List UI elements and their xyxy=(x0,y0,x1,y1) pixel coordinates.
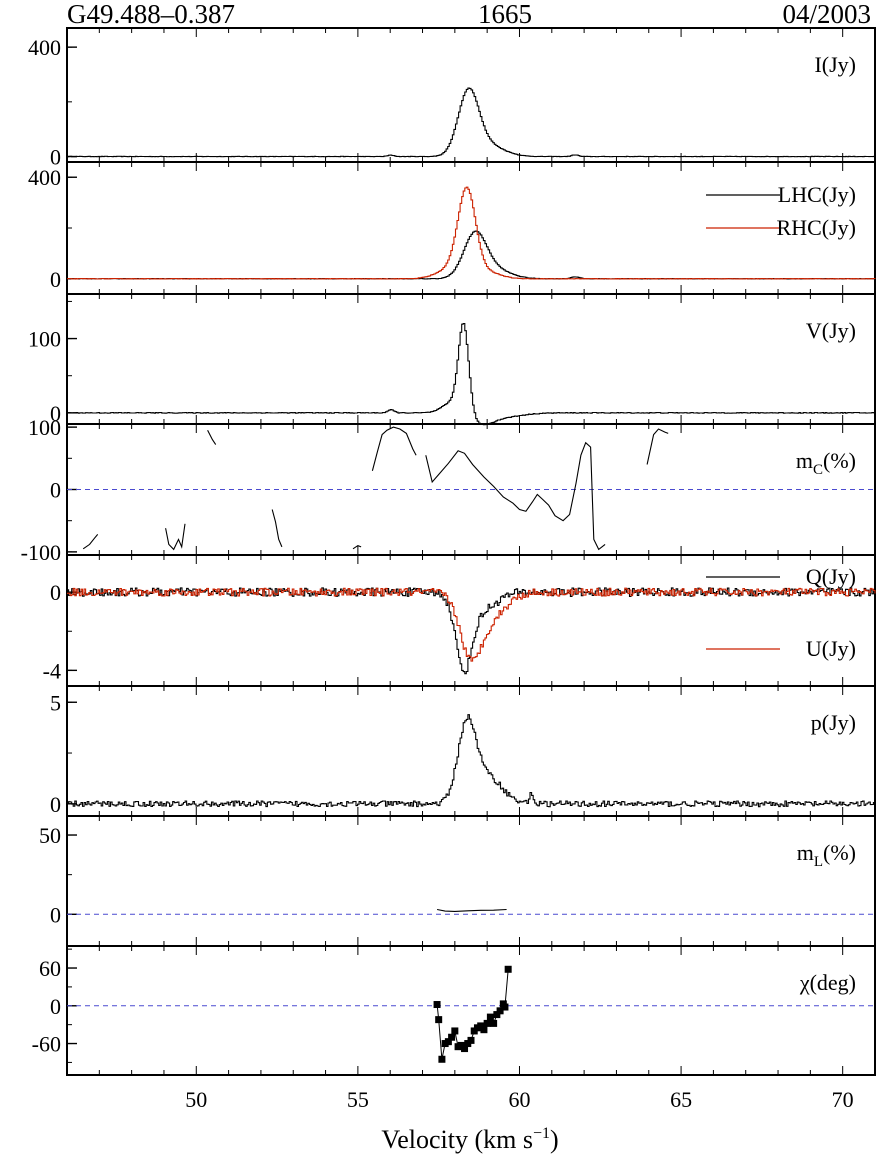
panel-frame-chi xyxy=(66,945,876,1076)
x-axis-label-exp: −1 xyxy=(533,1125,550,1142)
data-point-chi xyxy=(493,1011,501,1019)
panel-V: 0 100 V(Jy) xyxy=(28,293,876,426)
legend-label-QU-0: Q(Jy) xyxy=(806,564,856,589)
series-line-QU-0 xyxy=(67,587,876,675)
header-source: G49.488–0.387 xyxy=(67,0,235,29)
y-tick-label-QU: -4 xyxy=(43,658,61,683)
data-point-chi xyxy=(433,1001,441,1009)
segment-line-mc-1 xyxy=(207,429,217,445)
segment-line-mc-3 xyxy=(271,509,283,548)
panel-frame-p xyxy=(66,685,876,817)
panel-label-main: m xyxy=(797,840,814,865)
panel-frame-mL xyxy=(66,815,876,947)
y-tick-label-I: 400 xyxy=(28,35,61,60)
panel-chi: -60 0 60 χ(deg) xyxy=(32,945,876,1076)
x-tick-label: 70 xyxy=(832,1087,854,1112)
panel-label-tail: (%) xyxy=(823,448,856,473)
data-point-chi xyxy=(483,1019,491,1027)
y-tick-label-p: 0 xyxy=(50,792,61,817)
y-tick-label-V: 100 xyxy=(28,327,61,352)
series-line-V-0 xyxy=(67,322,876,426)
series-line-QU-1 xyxy=(67,587,876,662)
y-tick-label-mL: 50 xyxy=(39,823,61,848)
y-tick-label-LR: 0 xyxy=(50,267,61,292)
panel-label-V: V(Jy) xyxy=(806,318,856,343)
y-tick-label-mc: 0 xyxy=(50,478,61,503)
segment-line-mc-7 xyxy=(646,428,669,465)
panel-label-main: p(Jy) xyxy=(811,710,856,735)
x-tick-label: 65 xyxy=(670,1087,692,1112)
data-point-chi xyxy=(451,1027,459,1035)
x-axis-label-main: Velocity (km s xyxy=(381,1125,533,1154)
segment-line-mc-2 xyxy=(165,523,186,551)
data-point-chi xyxy=(448,1033,456,1041)
data-point-chi xyxy=(467,1036,475,1044)
series-line-LR-1 xyxy=(67,186,876,280)
header-frequency: 1665 xyxy=(478,0,532,29)
series-line-LR-0 xyxy=(67,230,876,280)
legend-label-LR-0: LHC(Jy) xyxy=(778,182,856,207)
panel-label-chi: χ(deg) xyxy=(799,970,856,995)
legend-label-LR-1: RHC(Jy) xyxy=(777,215,856,240)
data-point-chi xyxy=(501,1003,509,1011)
panel-mc: -100 0 100 mC(%) xyxy=(21,415,876,565)
segment-line-mc-0 xyxy=(82,534,99,550)
y-tick-label-mc: -100 xyxy=(21,540,61,565)
panel-I: 0 400 I(Jy) xyxy=(28,27,876,170)
y-tick-label-chi: -60 xyxy=(32,1032,61,1057)
legend-label-QU-1: U(Jy) xyxy=(806,636,856,661)
y-tick-label-chi: 0 xyxy=(50,994,61,1019)
x-axis-label-close: ) xyxy=(550,1125,559,1154)
panel-label-p: p(Jy) xyxy=(811,710,856,735)
data-point-chi xyxy=(477,1022,485,1030)
header-epoch: 04/2003 xyxy=(782,0,871,29)
x-tick-label: 50 xyxy=(185,1087,207,1112)
y-tick-label-QU: 0 xyxy=(50,580,61,605)
y-tick-label-V: 0 xyxy=(50,401,61,426)
panel-label-sub: C xyxy=(813,462,823,478)
data-point-chi xyxy=(490,1019,498,1027)
panel-label-main: m xyxy=(796,448,813,473)
y-tick-label-p: 5 xyxy=(50,690,61,715)
data-point-chi xyxy=(435,1016,443,1024)
panel-QU: -4 0 Q(Jy) U(Jy) xyxy=(43,554,876,687)
y-tick-label-chi: 60 xyxy=(39,956,61,981)
x-axis-label: Velocity (km s−1) xyxy=(381,1125,558,1154)
data-point-chi xyxy=(480,1026,488,1034)
panel-label-tail: (%) xyxy=(823,840,856,865)
data-point-chi xyxy=(444,1038,452,1046)
data-point-chi xyxy=(486,1013,494,1021)
panel-label-I: I(Jy) xyxy=(814,52,856,77)
panel-label-mL: mL(%) xyxy=(797,840,856,870)
panel-mL: 0 50 mL(%) xyxy=(39,815,876,947)
y-tick-label-mL: 0 xyxy=(50,902,61,927)
series-line-I-0 xyxy=(67,87,876,158)
panel-LR: 0 400 LHC(Jy) RHC(Jy) xyxy=(28,161,876,295)
segment-line-mc-5 xyxy=(371,426,417,471)
data-point-chi xyxy=(496,1007,504,1015)
data-point-chi xyxy=(504,965,512,973)
panel-label-main: V(Jy) xyxy=(806,318,856,343)
panel-label-main: χ(deg) xyxy=(799,970,856,995)
panel-label-main: I(Jy) xyxy=(814,52,856,77)
y-tick-label-mc: 100 xyxy=(28,415,61,440)
data-point-chi xyxy=(438,1055,446,1063)
panel-p: 0 5 p(Jy) xyxy=(50,685,876,817)
segment-line-mc-6 xyxy=(425,441,606,551)
series-line-p-0 xyxy=(67,714,876,808)
y-tick-label-LR: 400 xyxy=(28,165,61,190)
panel-label-mc: mC(%) xyxy=(796,448,856,478)
panel-frame-QU xyxy=(66,554,876,687)
x-tick-label: 60 xyxy=(508,1087,530,1112)
data-point-chi xyxy=(461,1045,469,1053)
panel-frame-I xyxy=(66,27,876,163)
panel-label-sub: L xyxy=(814,854,823,870)
segment-line-mL-0 xyxy=(436,908,507,912)
y-tick-label-I: 0 xyxy=(50,145,61,170)
segment-line-mc-4 xyxy=(352,544,362,550)
panel-frame-V xyxy=(66,293,876,425)
x-tick-label: 55 xyxy=(347,1087,369,1112)
